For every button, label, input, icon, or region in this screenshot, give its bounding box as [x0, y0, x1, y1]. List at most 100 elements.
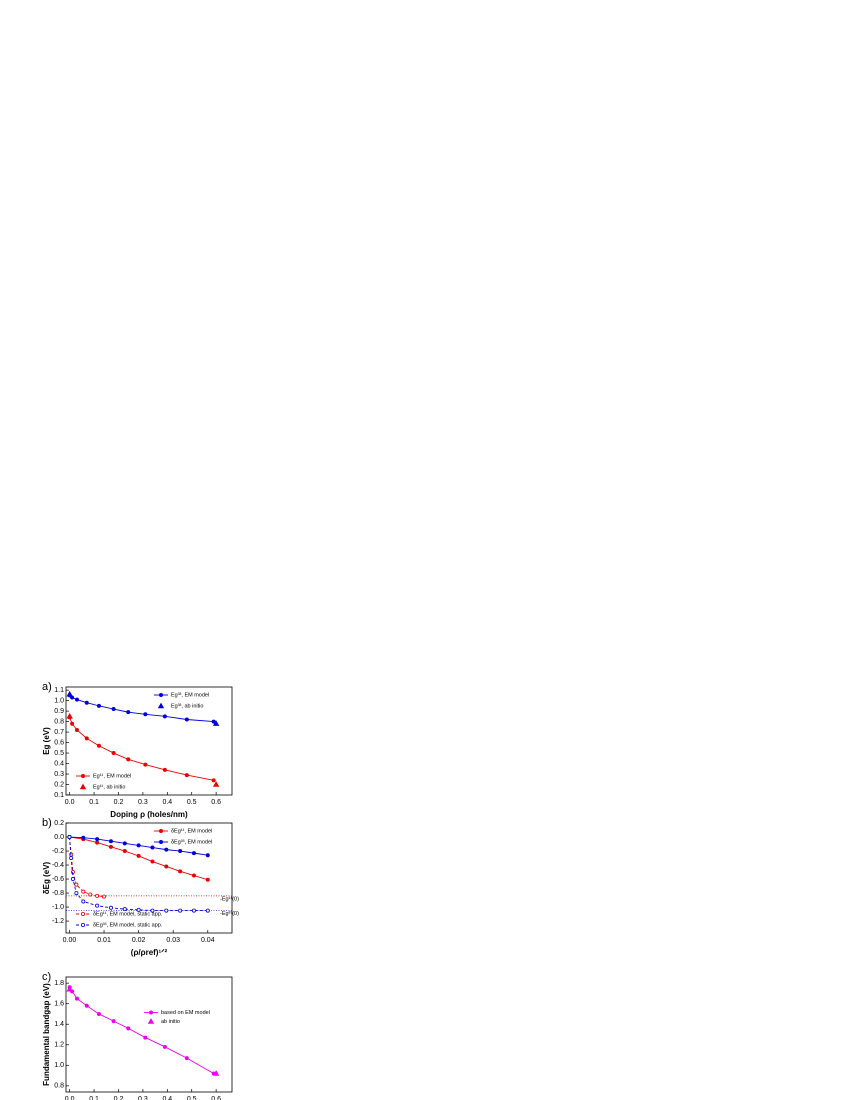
- marker: [126, 710, 131, 715]
- marker: [212, 1070, 220, 1076]
- x-tick-label: 0.02: [132, 937, 146, 944]
- y-axis-label: Eg (eV): [42, 727, 51, 755]
- y-tick-label: -0.4: [52, 862, 64, 869]
- legend-label: δEg¹¹, EM model, static app.: [93, 911, 163, 917]
- marker: [108, 905, 113, 910]
- panel-label: c): [42, 971, 51, 983]
- y-tick-label: -1.2: [52, 918, 64, 925]
- marker: [184, 1056, 189, 1061]
- y-tick-label: 0.6: [54, 739, 64, 746]
- marker: [211, 719, 216, 724]
- marker: [122, 849, 127, 854]
- x-tick-label: 0.6: [211, 1096, 221, 1100]
- y-tick-label: 0.8: [54, 1083, 64, 1090]
- x-tick-label: 0.0: [65, 1096, 75, 1100]
- legend-label: Eg¹¹, ab initio: [93, 784, 125, 790]
- marker: [67, 835, 72, 840]
- x-tick-label: 0.1: [89, 799, 99, 806]
- marker: [212, 720, 220, 726]
- marker: [95, 893, 100, 898]
- y-tick-label: 1.4: [54, 1021, 64, 1028]
- marker: [111, 1019, 116, 1024]
- marker: [95, 840, 100, 845]
- y-axis-label: Fundamental bandgap (eV): [42, 983, 51, 1086]
- plot-frame: [65, 976, 233, 1093]
- marker: [70, 877, 75, 882]
- marker: [205, 877, 210, 882]
- y-tick-label: 1.6: [54, 1001, 64, 1008]
- y-tick-label: -0.2: [52, 848, 64, 855]
- marker: [96, 703, 101, 708]
- marker: [212, 781, 220, 787]
- marker: [74, 882, 79, 887]
- marker: [205, 908, 210, 913]
- marker: [66, 690, 73, 697]
- marker: [88, 892, 93, 897]
- plot-frame: [65, 686, 233, 796]
- legend-marker: [81, 912, 86, 917]
- legend-marker: [157, 702, 165, 709]
- marker: [95, 903, 100, 908]
- legend-label: based on EM model: [161, 1010, 210, 1016]
- marker: [74, 727, 79, 732]
- legend-marker: [81, 923, 86, 928]
- reference-label: -Eg³³(0): [220, 911, 239, 917]
- y-tick-label: -1.0: [52, 904, 64, 911]
- marker: [136, 853, 141, 858]
- y-tick-label: 1.0: [54, 697, 64, 704]
- y-tick-label: 0.1: [54, 792, 64, 799]
- marker: [150, 845, 155, 850]
- marker: [178, 869, 183, 874]
- marker: [122, 907, 127, 912]
- reference-label: -Eg¹¹(0): [220, 896, 239, 902]
- legend-marker: [147, 1018, 155, 1024]
- x-tick-label: 0.2: [114, 1096, 124, 1100]
- y-tick-label: -0.6: [52, 876, 64, 883]
- marker: [191, 851, 196, 856]
- series-line: [69, 836, 208, 912]
- marker: [74, 891, 79, 896]
- marker: [74, 697, 79, 702]
- x-tick-label: 0.1: [89, 1096, 99, 1100]
- marker: [126, 757, 131, 762]
- marker: [108, 839, 113, 844]
- marker: [164, 908, 169, 913]
- marker: [96, 743, 101, 748]
- y-tick-label: 1.8: [54, 980, 64, 987]
- panel: c)Doping ρ (holes/nm)Fundamental bandgap…: [42, 971, 233, 1100]
- y-axis-label: δEg (eV): [42, 861, 51, 894]
- marker: [150, 859, 155, 864]
- marker: [70, 721, 75, 726]
- marker: [164, 864, 169, 869]
- x-axis-label: Doping ρ (holes/nm): [110, 810, 188, 819]
- marker: [184, 717, 189, 722]
- marker: [136, 843, 141, 848]
- plot-frame: [65, 822, 233, 934]
- legend-label: ab initio: [161, 1019, 180, 1025]
- marker: [74, 996, 79, 1001]
- x-tick-label: 0.03: [166, 937, 180, 944]
- x-tick-label: 0.5: [187, 799, 197, 806]
- marker: [69, 856, 74, 861]
- y-tick-label: 0.8: [54, 718, 64, 725]
- x-tick-label: 0.00: [63, 937, 77, 944]
- legend-label: Eg³³, ab initio: [171, 703, 203, 709]
- y-tick-label: 1.2: [54, 1042, 64, 1049]
- marker: [211, 778, 216, 783]
- marker: [191, 908, 196, 913]
- marker: [111, 707, 116, 712]
- marker: [81, 899, 86, 904]
- legend-marker: [81, 774, 86, 779]
- y-tick-label: 0.7: [54, 729, 64, 736]
- x-axis-label: (ρ/ρref)¹ᐟ²: [131, 948, 168, 957]
- marker: [66, 712, 73, 719]
- series-line: [69, 987, 214, 1074]
- marker: [66, 985, 73, 992]
- x-tick-label: 0.01: [97, 937, 111, 944]
- marker: [126, 1026, 131, 1031]
- y-tick-label: 0.2: [54, 781, 64, 788]
- legend-label: Eg³³, EM model: [171, 692, 209, 698]
- marker: [122, 841, 127, 846]
- x-tick-label: 0.3: [138, 799, 148, 806]
